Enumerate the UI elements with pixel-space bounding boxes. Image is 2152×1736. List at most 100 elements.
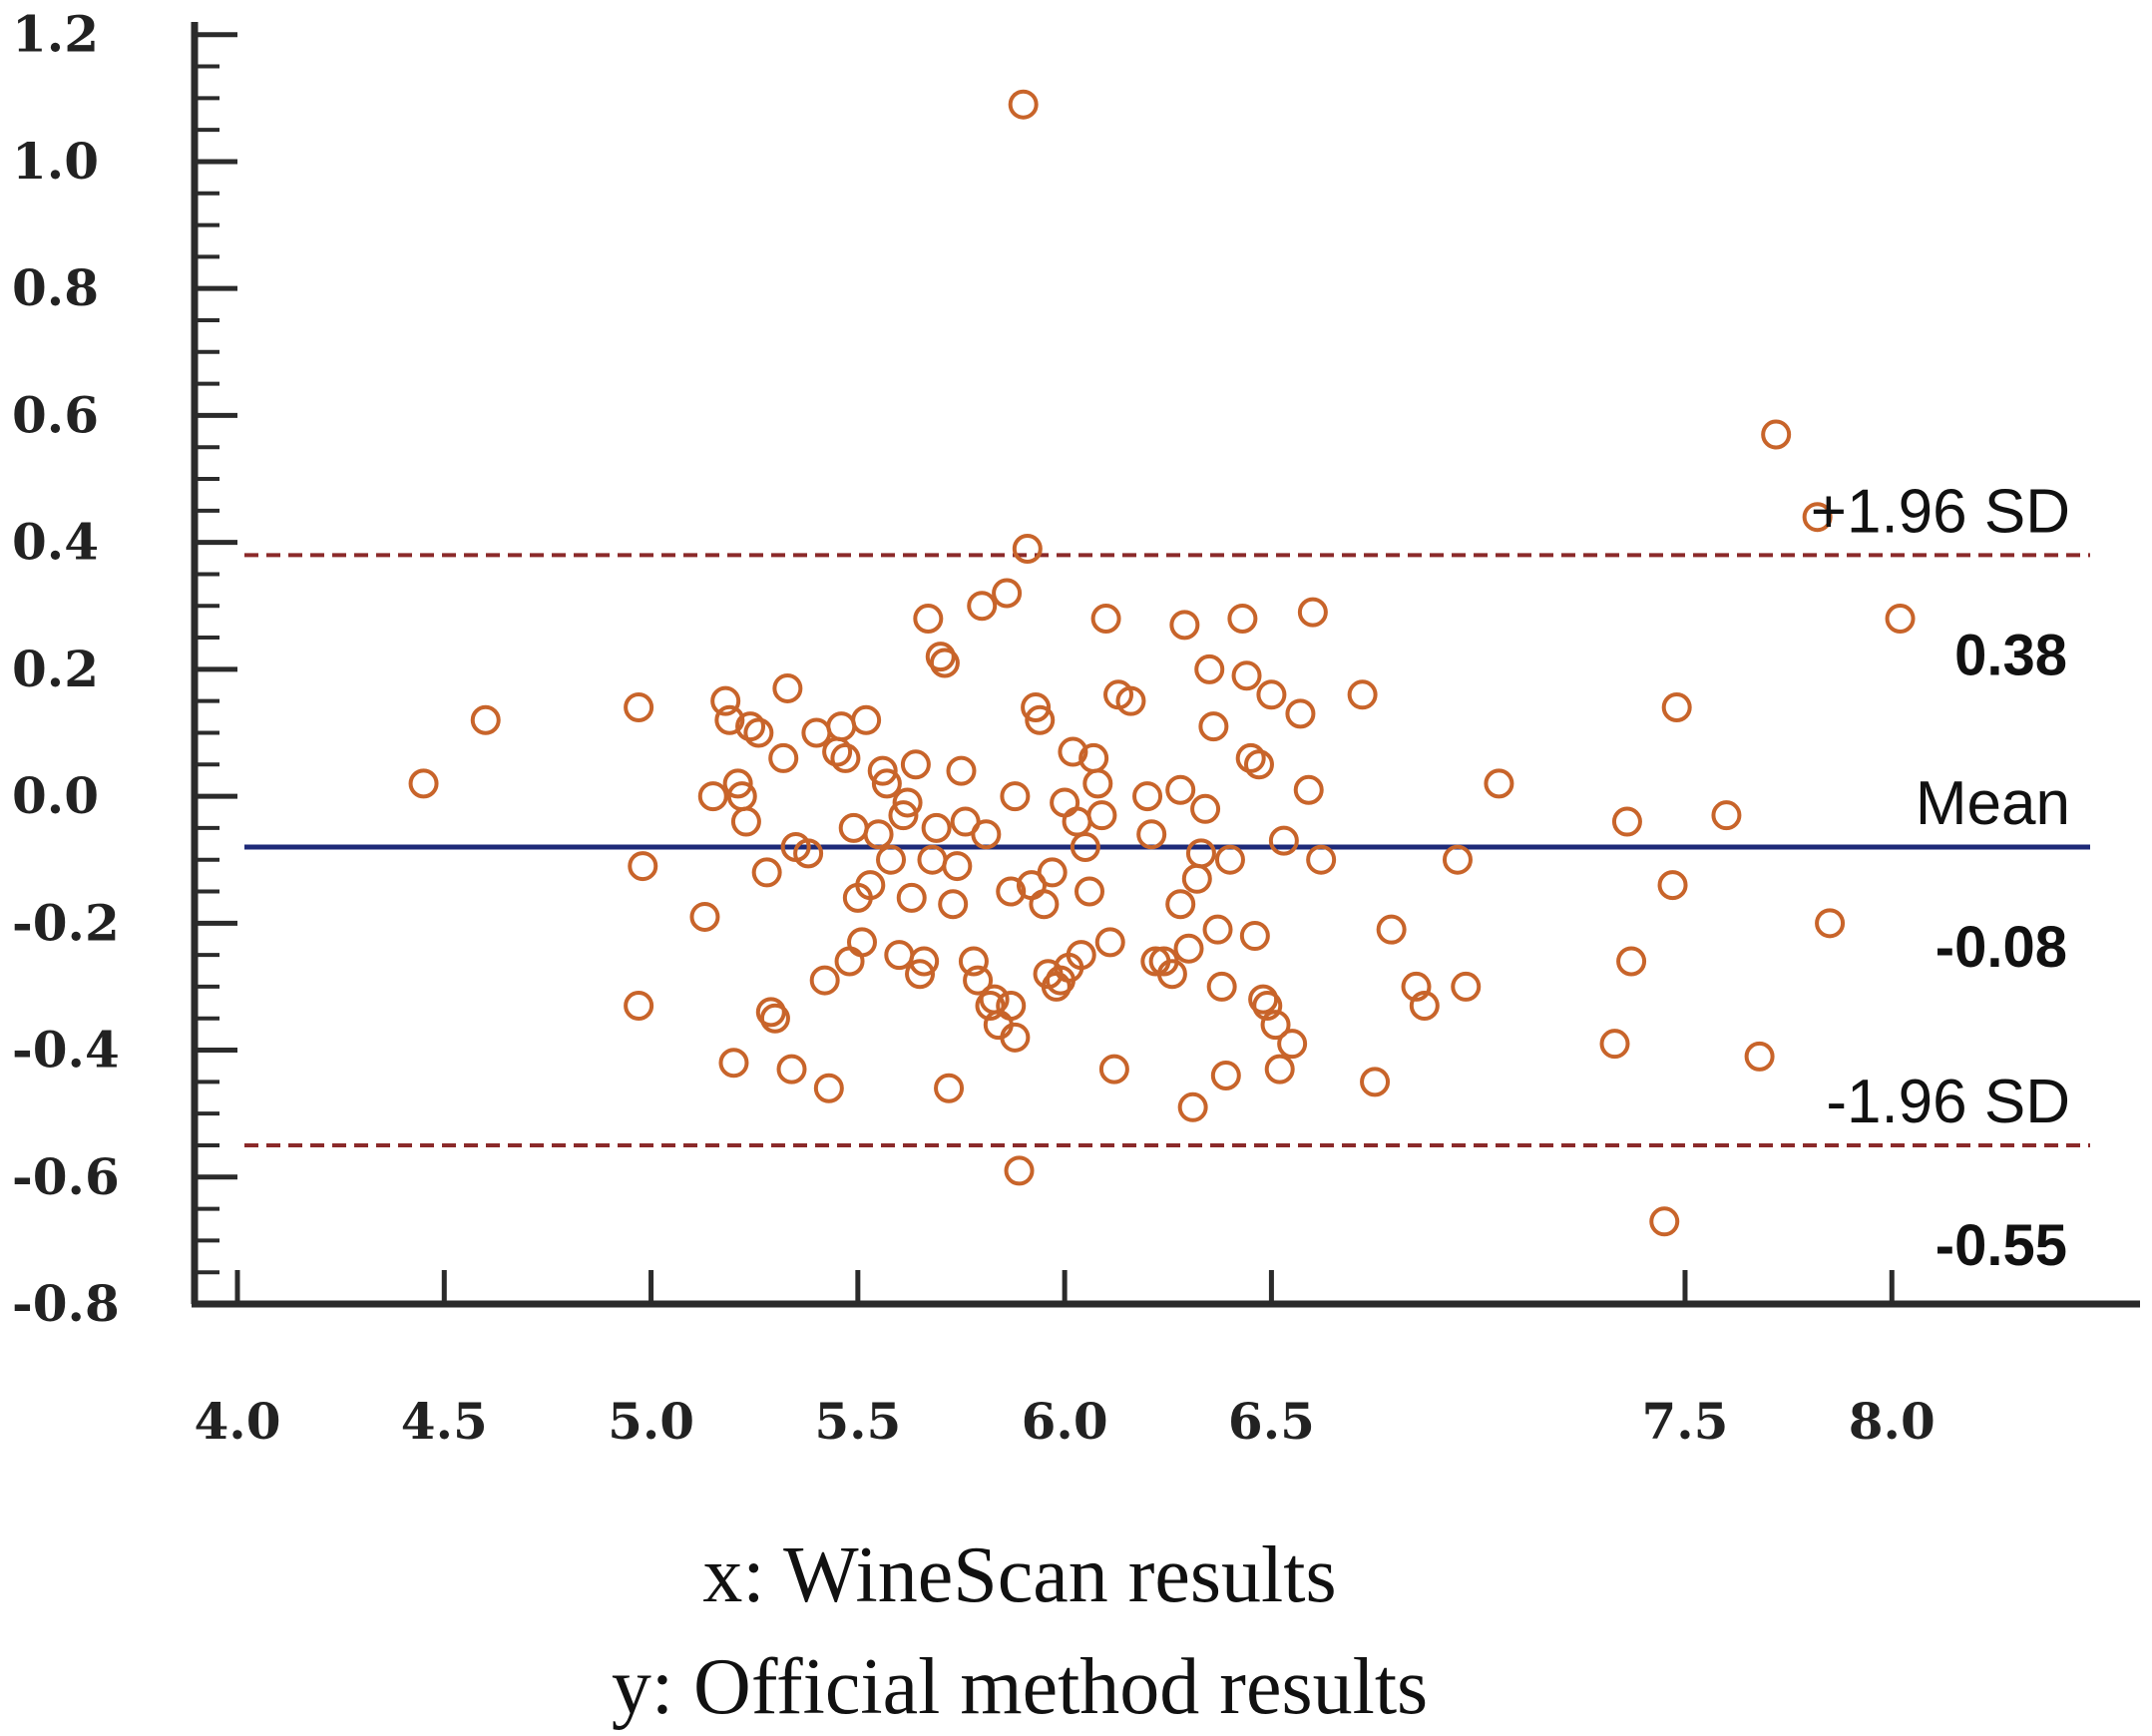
data-point bbox=[1115, 685, 1146, 716]
y-ticks: 1.2 1.0 0.8 0.6 0.4 0.2 0.0 -0.2 -0.4 -0.6 -0.8 bbox=[12, 5, 237, 1333]
caption-y: y: Official method results bbox=[612, 1643, 1428, 1731]
data-point bbox=[909, 946, 940, 977]
data-point bbox=[1000, 781, 1031, 812]
y-tick-label: 0.8 bbox=[12, 258, 99, 317]
data-point bbox=[1297, 597, 1328, 628]
data-point bbox=[905, 959, 936, 990]
upper-limit-value: 0.38 bbox=[1954, 623, 2067, 687]
data-point bbox=[871, 768, 902, 799]
data-point bbox=[1008, 89, 1039, 120]
x-tick-label: 4.5 bbox=[401, 1392, 488, 1451]
data-point bbox=[1136, 819, 1167, 850]
data-point bbox=[776, 1054, 807, 1085]
y-tick-label: -0.6 bbox=[12, 1147, 120, 1206]
data-point bbox=[1347, 679, 1378, 710]
data-point bbox=[1000, 1022, 1031, 1053]
data-point bbox=[1661, 692, 1692, 723]
data-point bbox=[1761, 419, 1792, 450]
data-point bbox=[971, 819, 1002, 850]
data-point bbox=[867, 755, 898, 786]
data-point bbox=[1277, 1029, 1308, 1060]
data-point bbox=[628, 851, 658, 882]
data-point bbox=[1802, 502, 1833, 533]
data-point bbox=[768, 742, 799, 773]
x-tick-label: 8.0 bbox=[1849, 1392, 1936, 1451]
data-point bbox=[1202, 914, 1233, 945]
data-point bbox=[846, 927, 877, 958]
data-point bbox=[1815, 908, 1846, 939]
data-point bbox=[1165, 774, 1196, 805]
data-point bbox=[1082, 768, 1113, 799]
data-point bbox=[1285, 698, 1316, 729]
data-point bbox=[938, 889, 969, 920]
data-point bbox=[888, 800, 919, 831]
lower-limit-label: -1.96 SD bbox=[1826, 1068, 2070, 1136]
data-point bbox=[992, 578, 1023, 609]
data-point bbox=[1243, 749, 1274, 780]
data-point bbox=[710, 685, 741, 716]
data-point bbox=[1173, 933, 1204, 964]
data-point bbox=[1409, 991, 1440, 1022]
data-point bbox=[1649, 1206, 1680, 1237]
data-point bbox=[1075, 876, 1105, 907]
axes bbox=[191, 22, 2140, 1308]
data-point bbox=[735, 711, 766, 742]
data-point bbox=[408, 768, 439, 799]
data-point bbox=[1029, 889, 1060, 920]
data-point bbox=[1248, 984, 1279, 1015]
data-point bbox=[946, 755, 977, 786]
data-point bbox=[1657, 870, 1688, 901]
data-point bbox=[1165, 889, 1196, 920]
data-point bbox=[1235, 742, 1266, 773]
data-point bbox=[624, 692, 654, 723]
data-point bbox=[1021, 692, 1052, 723]
x-tick-label: 6.0 bbox=[1022, 1392, 1108, 1451]
data-point bbox=[1306, 844, 1337, 875]
y-tick-label: -0.2 bbox=[12, 893, 120, 952]
data-point bbox=[743, 717, 774, 748]
data-point bbox=[1239, 921, 1270, 952]
x-ticks: 4.0 4.5 5.0 5.5 6.0 6.5 7.5 8.0 bbox=[195, 1270, 1936, 1451]
data-point bbox=[929, 648, 960, 678]
data-point bbox=[1616, 946, 1647, 977]
data-point bbox=[921, 812, 952, 843]
data-point bbox=[1210, 1060, 1241, 1090]
data-point bbox=[1264, 1054, 1295, 1085]
data-point bbox=[1206, 971, 1237, 1002]
data-point bbox=[1360, 1067, 1391, 1097]
data-point bbox=[1711, 800, 1742, 831]
data-point bbox=[1268, 825, 1299, 856]
data-point bbox=[813, 1073, 844, 1103]
data-point bbox=[876, 844, 907, 875]
data-point bbox=[1012, 533, 1043, 564]
data-point bbox=[892, 787, 923, 818]
data-point bbox=[934, 1073, 965, 1103]
x-tick-label: 4.0 bbox=[195, 1392, 281, 1451]
data-point bbox=[1156, 959, 1187, 990]
upper-limit-label: +1.96 SD bbox=[1811, 477, 2070, 546]
data-point bbox=[851, 704, 882, 735]
data-point bbox=[884, 940, 915, 971]
data-point bbox=[470, 704, 501, 735]
data-point bbox=[830, 742, 861, 773]
data-point bbox=[855, 870, 886, 901]
data-point bbox=[958, 946, 989, 977]
data-point bbox=[834, 946, 865, 977]
data-point bbox=[722, 768, 753, 799]
mean-label: Mean bbox=[1916, 769, 2070, 838]
y-tick-label: -0.4 bbox=[12, 1021, 120, 1080]
y-tick-label: -0.8 bbox=[12, 1274, 120, 1333]
data-point bbox=[1484, 768, 1514, 799]
data-point bbox=[759, 1003, 790, 1034]
data-point bbox=[730, 806, 761, 837]
data-point bbox=[1037, 857, 1068, 888]
data-point bbox=[1025, 704, 1056, 735]
data-point bbox=[863, 819, 894, 850]
data-point bbox=[624, 991, 654, 1022]
data-point bbox=[1194, 653, 1225, 684]
data-point bbox=[1227, 603, 1258, 634]
data-point bbox=[1050, 787, 1080, 818]
data-point bbox=[1185, 838, 1216, 869]
x-tick-label: 6.5 bbox=[1228, 1392, 1315, 1451]
